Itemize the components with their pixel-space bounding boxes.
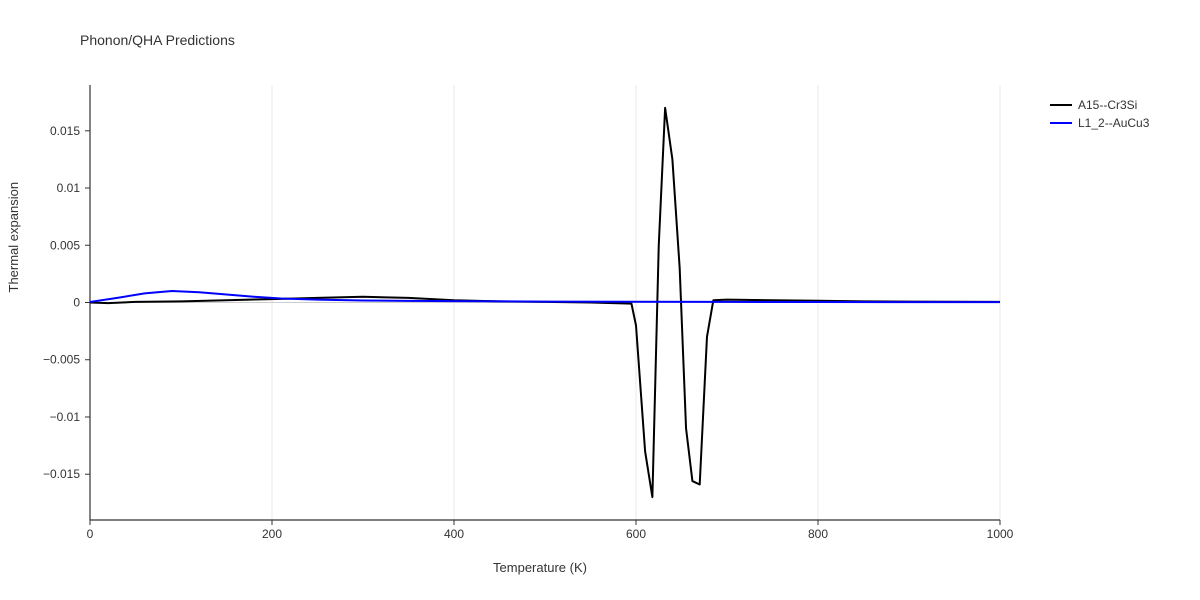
axes	[85, 85, 1000, 525]
svg-text:200: 200	[262, 527, 282, 541]
svg-text:−0.005: −0.005	[43, 353, 80, 367]
svg-text:800: 800	[808, 527, 828, 541]
svg-text:0.01: 0.01	[57, 181, 81, 195]
svg-text:1000: 1000	[987, 527, 1014, 541]
legend-swatch-icon	[1050, 122, 1072, 124]
svg-text:−0.01: −0.01	[50, 410, 81, 424]
svg-text:400: 400	[444, 527, 464, 541]
svg-text:0: 0	[87, 527, 94, 541]
legend-item: L1_2--AuCu3	[1050, 114, 1149, 132]
legend-item: A15--Cr3Si	[1050, 96, 1149, 114]
svg-text:0.015: 0.015	[50, 124, 80, 138]
legend-label: L1_2--AuCu3	[1078, 116, 1149, 130]
svg-text:600: 600	[626, 527, 646, 541]
legend-swatch-icon	[1050, 104, 1072, 106]
y-tick-labels: −0.015 −0.01 −0.005 0 0.005 0.01 0.015	[43, 124, 80, 481]
svg-text:−0.015: −0.015	[43, 467, 80, 481]
legend: A15--Cr3Si L1_2--AuCu3	[1050, 96, 1149, 132]
legend-label: A15--Cr3Si	[1078, 98, 1137, 112]
chart-svg: 0 200 400 600 800 1000 −0.015 −0.01 −0.005 0 0.00…	[0, 0, 1200, 600]
x-tick-labels: 0 200 400 600 800 1000	[87, 527, 1014, 541]
chart-container: Phonon/QHA Predictions Thermal expansion…	[0, 0, 1200, 600]
svg-text:0: 0	[73, 296, 80, 310]
svg-text:0.005: 0.005	[50, 238, 80, 252]
